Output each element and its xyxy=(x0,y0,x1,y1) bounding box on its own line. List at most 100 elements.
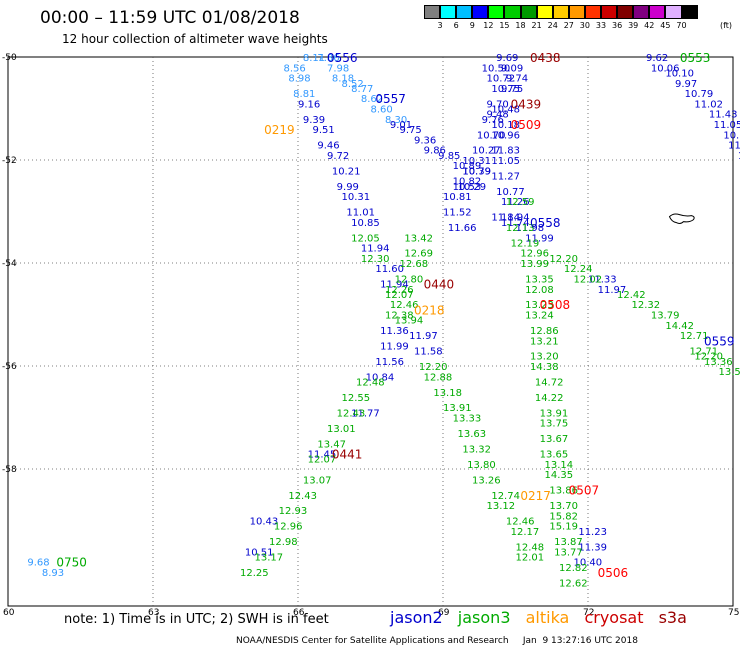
swh-value: 11.23 xyxy=(578,527,607,538)
swh-value: 11.74 xyxy=(501,218,530,229)
swh-value: 13.91 xyxy=(540,408,569,419)
pass-time: 0218 xyxy=(414,303,445,317)
legend-jason2: jason2 xyxy=(390,608,443,627)
swh-value: 10.85 xyxy=(351,218,380,229)
lat-tick-label: -58 xyxy=(2,465,17,475)
swh-value: 14.72 xyxy=(535,377,564,388)
legend-jason3: jason3 xyxy=(457,608,511,627)
swh-value: 13.17 xyxy=(255,553,284,564)
swh-value: 10.84 xyxy=(366,372,395,383)
pass-time: 0553 xyxy=(680,51,711,65)
swh-value: 11.98 xyxy=(516,223,545,234)
lat-tick-label: -52 xyxy=(2,156,17,166)
swh-value: 11.05 xyxy=(714,120,740,131)
color-scale-label: 12 xyxy=(483,21,494,30)
lon-tick-label: 63 xyxy=(148,608,159,618)
swh-value: 9.62 xyxy=(646,53,668,64)
swh-value: 10.06 xyxy=(651,63,680,74)
pass-time: 0440 xyxy=(424,278,455,292)
swh-value: 8.81 xyxy=(293,89,315,100)
swh-value: 10.75 xyxy=(491,84,520,95)
swh-value: 12.19 xyxy=(511,238,540,249)
color-swatch xyxy=(649,5,666,19)
swh-value: 11.26 xyxy=(501,197,530,208)
legend-s3a: s3a xyxy=(658,608,687,627)
swh-value: 14.22 xyxy=(535,393,564,404)
swh-value: 14.35 xyxy=(545,470,574,481)
swh-value: 11.36 xyxy=(380,326,409,337)
swh-value: 12.96 xyxy=(520,249,549,260)
swh-value: 10.70 xyxy=(477,130,506,141)
swh-value: 13.21 xyxy=(530,336,559,347)
swh-value: 10.79 xyxy=(462,166,491,177)
legend-cryosat: cryosat xyxy=(584,608,644,627)
swh-value: 12.20 xyxy=(694,352,723,363)
swh-value: 11.99 xyxy=(525,233,554,244)
swh-value: 12.07 xyxy=(308,455,337,466)
swh-value: 11.77 xyxy=(351,408,380,419)
swh-value: 9.39 xyxy=(303,115,325,126)
swh-value: 8.18 xyxy=(332,74,354,85)
swh-value: 12.69 xyxy=(404,249,433,260)
pass-time: 0439 xyxy=(511,97,542,111)
color-scale-label: 39 xyxy=(628,21,639,30)
color-scale-label: 3 xyxy=(437,21,443,30)
swh-value: 12.13 xyxy=(506,223,535,234)
swh-value: 9.36 xyxy=(414,135,436,146)
color-scale-label: 45 xyxy=(660,21,671,30)
swh-value: 12.38 xyxy=(385,311,414,322)
lon-tick-label: 75 xyxy=(728,608,739,618)
swh-value: 10.50 xyxy=(482,63,511,74)
swh-value: 11.66 xyxy=(448,223,477,234)
swh-value: 13.70 xyxy=(549,501,578,512)
satellite-legend: jason2 jason3 altika cryosat s3a xyxy=(390,608,697,627)
color-swatch xyxy=(440,5,457,19)
swh-value: 10.27 xyxy=(472,146,501,157)
swh-value: 10.18 xyxy=(491,120,520,131)
swh-value: 9.70 xyxy=(487,99,509,110)
swh-value: 15.82 xyxy=(549,511,578,522)
color-scale-label: 33 xyxy=(595,21,607,30)
swh-value: 12.25 xyxy=(240,568,269,579)
swh-value: 9.99 xyxy=(337,182,359,193)
pass-time: 0438 xyxy=(530,51,561,65)
swh-value: 8.30 xyxy=(385,115,407,126)
swh-value: 12.48 xyxy=(516,542,545,553)
swh-value: 12.42 xyxy=(617,290,646,301)
swh-value: 12.17 xyxy=(511,527,540,538)
swh-value: 12.96 xyxy=(274,522,303,533)
swh-value: 13.94 xyxy=(395,316,424,327)
swh-value: 12.98 xyxy=(269,537,298,548)
swh-value: 7.86 xyxy=(317,53,339,64)
swh-value: 13.63 xyxy=(458,429,487,440)
swh-value: 13.77 xyxy=(554,547,583,558)
swh-value: 9.09 xyxy=(501,63,523,74)
swh-value: 12.08 xyxy=(525,285,554,296)
swh-value: 11.01 xyxy=(346,208,375,219)
color-scale-legend: 3 6 9 12 15 18 21 24 27 30 33 36 39 42 45 70 (ft) xyxy=(424,5,732,30)
swh-value: 9.74 xyxy=(506,74,528,85)
swh-value: 11.39 xyxy=(578,542,607,553)
color-scale-label: 18 xyxy=(515,21,526,30)
swh-value: 11.05 xyxy=(491,156,520,167)
swh-value: 13.80 xyxy=(467,460,496,471)
swh-value: 13.36 xyxy=(704,357,733,368)
swh-value: 13.65 xyxy=(540,450,569,461)
island-outline xyxy=(668,213,695,224)
swh-value: 10.51 xyxy=(245,547,274,558)
color-scale-swatches xyxy=(424,5,698,19)
swh-value: 13.33 xyxy=(453,414,482,425)
swh-value: 9.01 xyxy=(390,120,412,131)
color-scale-label: 15 xyxy=(499,21,510,30)
swh-value: 9.46 xyxy=(317,141,339,152)
swh-value: 12.32 xyxy=(632,300,661,311)
swh-value: 12.26 xyxy=(385,285,414,296)
swh-value: 10.21 xyxy=(332,166,361,177)
swh-value: 13.67 xyxy=(540,434,569,445)
swh-value: 12.71 xyxy=(680,331,709,342)
swh-value: 11.33 xyxy=(588,274,617,285)
color-swatch xyxy=(504,5,521,19)
color-swatch xyxy=(456,5,473,19)
swh-value: 7.98 xyxy=(327,63,349,74)
swh-value: 10.43 xyxy=(250,517,279,528)
